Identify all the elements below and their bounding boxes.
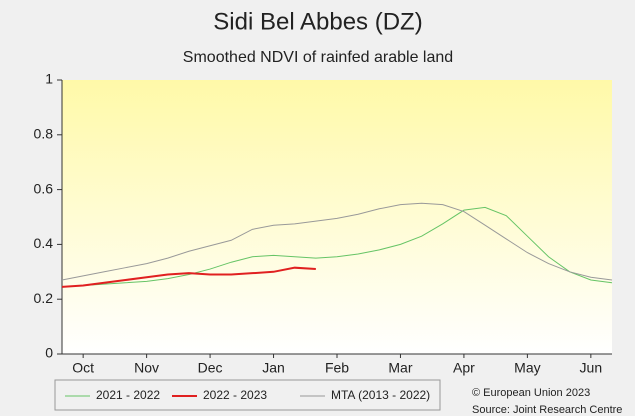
x-tick-label: Apr: [453, 360, 475, 376]
credit: Source: Joint Research Centre: [472, 404, 622, 416]
legend-label: MTA (2013 - 2022): [331, 388, 430, 402]
chart-subtitle: Smoothed NDVI of rainfed arable land: [183, 49, 453, 66]
y-tick-label: 0.2: [34, 290, 54, 306]
chart-title: Sidi Bel Abbes (DZ): [213, 8, 422, 35]
x-tick-label: Jun: [580, 360, 603, 376]
y-tick-label: 1: [45, 71, 53, 87]
series-line: [61, 206, 613, 288]
x-tick-label: Nov: [134, 360, 159, 376]
x-tick-label: Feb: [325, 360, 349, 376]
series-line: [61, 266, 316, 288]
y-tick-label: 0: [45, 345, 53, 361]
y-tick-label: 0.8: [34, 126, 54, 142]
legend-label: 2021 - 2022: [96, 388, 160, 402]
legend-label: 2022 - 2023: [203, 388, 267, 402]
x-tick-label: Jan: [262, 360, 285, 376]
x-tick-label: Dec: [198, 360, 223, 376]
x-tick-label: May: [514, 360, 540, 376]
x-tick-label: Oct: [72, 360, 94, 376]
y-tick-label: 0.6: [34, 180, 54, 196]
series-line: [61, 202, 613, 281]
y-tick-label: 0.4: [34, 235, 54, 251]
legend-box: [54, 379, 441, 411]
plot-area: [62, 80, 612, 354]
credit: © European Union 2023: [472, 387, 590, 399]
x-tick-label: Mar: [388, 360, 412, 376]
